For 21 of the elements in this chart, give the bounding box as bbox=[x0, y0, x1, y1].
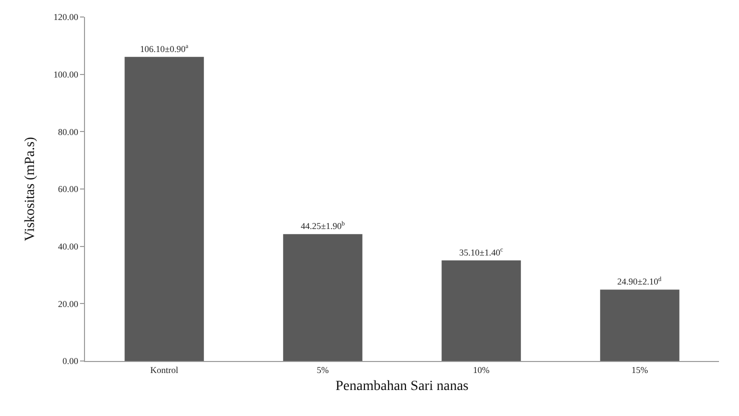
y-tick-label: 80.00 bbox=[58, 126, 79, 137]
y-tick-label: 60.00 bbox=[58, 184, 79, 194]
bar bbox=[124, 56, 204, 361]
x-tick-label: 5% bbox=[316, 364, 330, 375]
x-tick-label: Kontrol bbox=[150, 364, 179, 375]
y-axis-title: Viskositas (mPa.s) bbox=[23, 136, 38, 242]
bar bbox=[442, 260, 521, 361]
y-tick-label: 0.00 bbox=[62, 356, 79, 366]
y-tick-label: 20.00 bbox=[58, 298, 79, 309]
data-label: 24.90±2.10$^{d}$ bbox=[617, 276, 662, 287]
bar bbox=[283, 234, 362, 361]
x-tick-label: 10% bbox=[473, 364, 490, 375]
data-label: 44.25±1.90$^{b}$ bbox=[300, 220, 345, 232]
bar bbox=[600, 290, 680, 361]
x-axis-title: Penambahan Sari nanas bbox=[336, 379, 468, 394]
y-tick-label: 100.00 bbox=[53, 69, 79, 80]
y-tick-label: 40.00 bbox=[58, 241, 79, 252]
data-label: 35.10±1.40$^{c}$ bbox=[459, 246, 504, 258]
x-tick-label: 15% bbox=[632, 364, 648, 375]
data-label: 106.10±0.90$^{a}$ bbox=[140, 43, 188, 54]
y-tick-label: 120.00 bbox=[53, 12, 79, 22]
